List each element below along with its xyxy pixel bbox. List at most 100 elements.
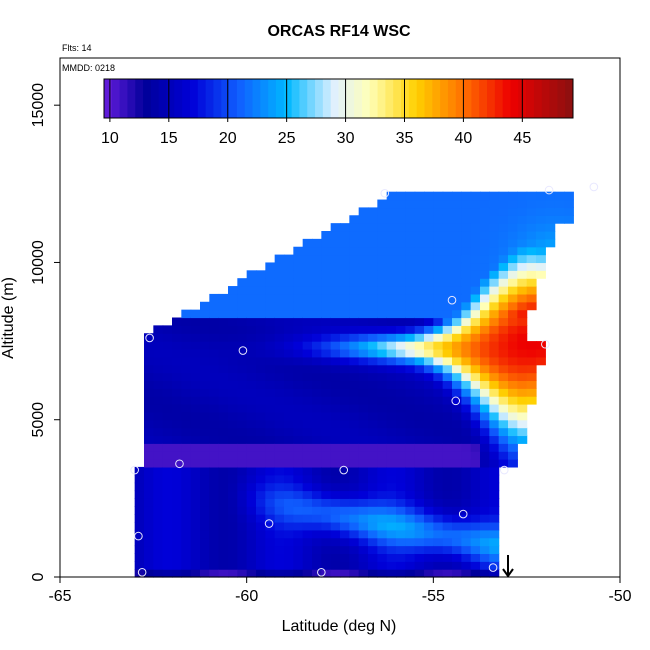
heatmap-cell [377, 301, 388, 311]
heatmap-cell [302, 443, 313, 452]
heatmap-cell [312, 459, 322, 468]
heatmap-cell [246, 569, 257, 578]
heatmap-cell [293, 286, 304, 295]
x-tick-label: -50 [608, 588, 631, 605]
heatmap-cell [321, 561, 332, 570]
heatmap-cell [302, 498, 313, 507]
heatmap-cell [480, 561, 490, 570]
heatmap-cell [452, 333, 462, 342]
heatmap-cell [498, 443, 509, 452]
observation-point [451, 396, 461, 406]
heatmap-cell [498, 419, 509, 429]
y-tick-label: 15000 [30, 83, 47, 128]
heatmap-cell [405, 262, 416, 271]
heatmap-cell [153, 514, 164, 523]
heatmap-cell [414, 545, 425, 555]
heatmap-cell [153, 356, 164, 366]
heatmap-cell [144, 521, 154, 531]
heatmap-cell [349, 372, 360, 382]
heatmap-cell [284, 419, 294, 429]
heatmap-cell [153, 380, 164, 389]
heatmap-cell [321, 451, 332, 460]
heatmap-cell [498, 231, 509, 240]
heatmap-cell [293, 545, 304, 555]
heatmap-cell [452, 521, 462, 531]
heatmap-cell [508, 262, 518, 271]
heatmap-cell [386, 474, 397, 484]
heatmap-cell [358, 301, 369, 311]
y-axis-label: Altitude (m) [0, 277, 17, 359]
heatmap-cell [498, 411, 509, 421]
heatmap-cell [461, 325, 472, 334]
heatmap-cell [228, 569, 238, 578]
heatmap-cell [442, 325, 453, 334]
heatmap-cell [228, 364, 238, 374]
heatmap-cell [396, 380, 406, 389]
heatmap-cell [377, 199, 388, 209]
heatmap-cell [349, 474, 360, 484]
heatmap-cell [414, 529, 425, 539]
heatmap-cell [190, 356, 201, 366]
heatmap-cell [256, 435, 266, 444]
heatmap-cell [424, 529, 434, 539]
heatmap-cell [433, 466, 444, 476]
heatmap-cell [218, 474, 229, 484]
heatmap-cell [442, 466, 453, 476]
heatmap-cell [330, 569, 341, 578]
heatmap-cell [162, 427, 173, 437]
heatmap-cell [246, 419, 257, 429]
heatmap-cell [302, 459, 313, 468]
heatmap-cell [284, 341, 294, 350]
heatmap-cell [274, 411, 285, 421]
heatmap-cell [293, 506, 304, 515]
heatmap-cell [340, 569, 350, 578]
heatmap-cell [218, 553, 229, 562]
heatmap-cell [508, 427, 518, 437]
heatmap-cell [368, 356, 378, 366]
heatmap-cell [228, 341, 238, 350]
heatmap-cell [144, 498, 154, 507]
heatmap-cell [200, 404, 210, 413]
heatmap-cell [358, 514, 369, 523]
heatmap-cell [274, 341, 285, 350]
heatmap-cell [209, 348, 220, 358]
heatmap-cell [508, 388, 518, 397]
heatmap-cell [517, 348, 528, 358]
heatmap-cell [470, 388, 481, 397]
heatmap-cell [321, 396, 332, 405]
heatmap-cell [237, 561, 248, 570]
heatmap-cell [508, 207, 518, 216]
heatmap-cell [209, 435, 220, 444]
heatmap-cell [517, 427, 528, 437]
heatmap-cell [424, 301, 434, 311]
heatmap-cell [340, 364, 350, 374]
heatmap-cell [424, 223, 434, 232]
heatmap-cell [358, 317, 369, 326]
heatmap-cell [489, 498, 500, 507]
heatmap-cell [358, 356, 369, 366]
heatmap-cell [181, 443, 192, 452]
heatmap-cell [386, 553, 397, 562]
heatmap-cell [293, 427, 304, 437]
heatmap-cell [358, 348, 369, 358]
heatmap-cell [274, 506, 285, 515]
heatmap-cell [340, 537, 350, 547]
heatmap-cell [144, 427, 154, 437]
heatmap-cell [526, 254, 537, 264]
heatmap-cell [414, 246, 425, 256]
colorbar-segment [338, 79, 347, 118]
heatmap-cell [349, 506, 360, 515]
heatmap-cell [480, 356, 490, 366]
heatmap-cell [545, 191, 556, 201]
heatmap-cell [517, 333, 528, 342]
heatmap-cell [265, 262, 276, 271]
heatmap-cell [377, 309, 388, 319]
heatmap-cell [358, 545, 369, 555]
heatmap-cell [517, 309, 528, 319]
heatmap-cell [134, 506, 145, 515]
heatmap-cell [508, 411, 518, 421]
heatmap-cell [190, 514, 201, 523]
heatmap-cell [386, 537, 397, 547]
heatmap-cell [489, 459, 500, 468]
heatmap-cell [274, 270, 285, 279]
